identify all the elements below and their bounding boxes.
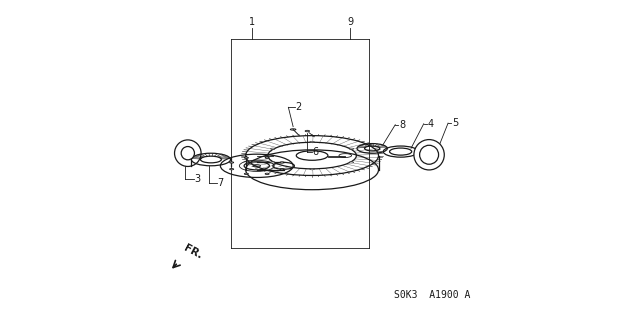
Text: 9: 9 [347,17,353,27]
Text: FR.: FR. [182,243,204,261]
Text: 7: 7 [217,178,223,188]
Text: 1: 1 [249,17,255,27]
Ellipse shape [280,162,284,163]
Ellipse shape [230,168,234,170]
Circle shape [414,140,444,170]
Text: S0K3  A1900 A: S0K3 A1900 A [394,290,470,300]
Ellipse shape [230,162,234,163]
Ellipse shape [280,168,284,170]
Ellipse shape [310,141,314,143]
Text: 6: 6 [313,147,319,157]
Ellipse shape [271,162,275,163]
Text: 8: 8 [399,120,406,130]
Ellipse shape [265,173,269,174]
Ellipse shape [349,148,354,149]
Circle shape [175,140,201,167]
Text: 5: 5 [452,118,458,128]
Text: 4: 4 [428,119,434,129]
Circle shape [181,146,195,160]
Ellipse shape [244,157,248,159]
Ellipse shape [271,148,275,149]
Ellipse shape [349,162,354,163]
Text: 3: 3 [194,174,200,184]
Ellipse shape [244,173,248,174]
Text: 2: 2 [295,102,301,112]
Ellipse shape [265,157,269,159]
Circle shape [420,145,438,164]
Ellipse shape [310,168,314,170]
